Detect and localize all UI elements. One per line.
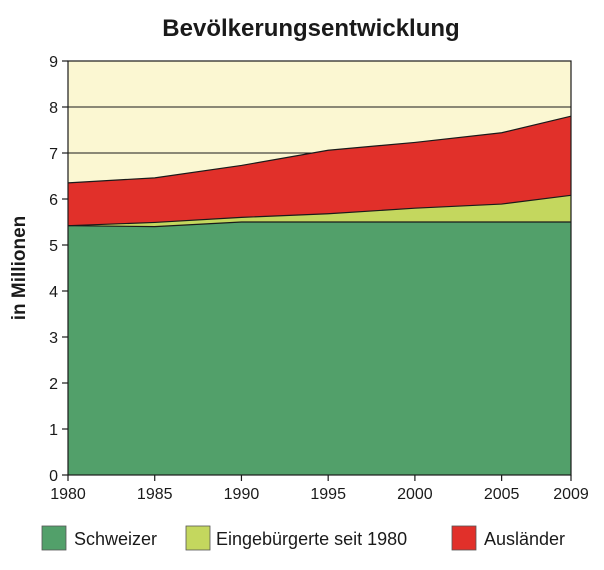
x-tick-label-2009: 2009 — [553, 486, 589, 503]
y-tick-label-8: 8 — [49, 100, 58, 117]
y-tick-label-3: 3 — [49, 330, 58, 347]
x-tick-label-1995: 1995 — [310, 486, 346, 503]
y-axis-label: in Millionen — [9, 216, 30, 321]
x-tick-label-1990: 1990 — [224, 486, 260, 503]
y-tick-label-9: 9 — [49, 54, 58, 71]
area-fill-schweizer — [68, 222, 571, 475]
y-tick-label-7: 7 — [49, 146, 58, 163]
legend-swatch-eingeb-rgerte-seit-1980 — [186, 526, 210, 550]
x-tick-label-1980: 1980 — [50, 486, 86, 503]
y-tick-label-4: 4 — [49, 284, 58, 301]
legend-label-ausl-nder: Ausländer — [484, 529, 565, 549]
y-tick-label-1: 1 — [49, 422, 58, 439]
legend-swatch-schweizer — [42, 526, 66, 550]
y-tick-label-0: 0 — [49, 468, 58, 485]
chart-title: Bevölkerungsentwicklung — [162, 15, 459, 42]
y-tick-label-5: 5 — [49, 238, 58, 255]
x-tick-label-2005: 2005 — [484, 486, 520, 503]
x-tick-label-1985: 1985 — [137, 486, 173, 503]
legend-swatch-ausl-nder — [452, 526, 476, 550]
plot-area: 0 1 2 3 4 5 6 7 8 9 1980 1985 1990 1995 2000 2005 2009 — [49, 54, 589, 503]
y-tick-label-6: 6 — [49, 192, 58, 209]
legend: Schweizer Eingebürgerte seit 1980 Auslände… — [42, 526, 565, 550]
y-tick-label-2: 2 — [49, 376, 58, 393]
legend-label-schweizer: Schweizer — [74, 529, 157, 549]
x-tick-label-2000: 2000 — [397, 486, 433, 503]
legend-label-eingeb-rgerte-seit-1980: Eingebürgerte seit 1980 — [216, 529, 407, 549]
